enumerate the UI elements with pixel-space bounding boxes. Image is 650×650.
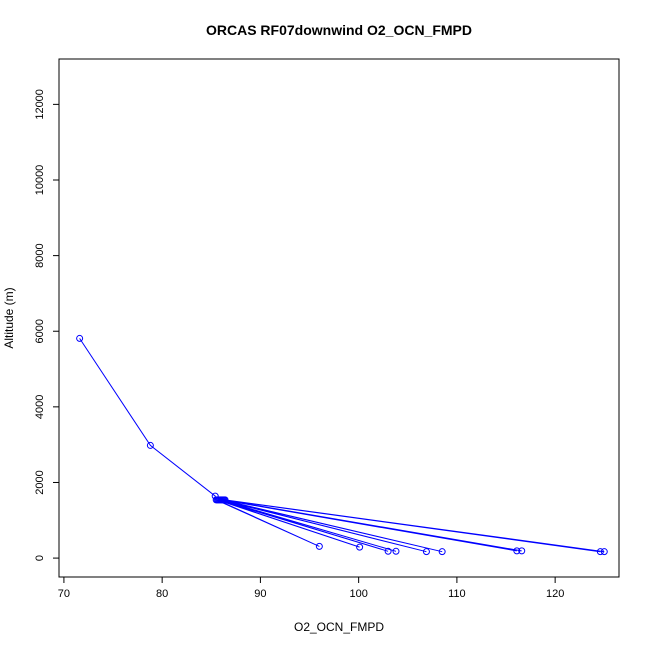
- chart-title: ORCAS RF07downwind O2_OCN_FMPD: [206, 22, 472, 38]
- y-axis-label: Altitude (m): [2, 287, 16, 348]
- y-tick-label-6: 12000: [34, 89, 46, 120]
- data-point-8: [384, 547, 392, 555]
- x-tick-label-2: 90: [254, 588, 266, 600]
- y-tick-label-0: 0: [34, 555, 46, 561]
- x-tick-label-3: 100: [349, 588, 367, 600]
- x-tick-label-0: 70: [58, 588, 70, 600]
- series-line-0: [79, 338, 605, 553]
- data-point-22: [600, 548, 608, 556]
- y-tick-label-5: 10000: [34, 165, 46, 196]
- x-tick-label-5: 120: [546, 588, 564, 600]
- series-layer: [76, 334, 608, 556]
- data-point-16: [513, 547, 521, 555]
- data-point-10: [392, 547, 400, 555]
- y-tick-label-4: 8000: [34, 243, 46, 267]
- y-axis: 0 2000 4000 6000 8000 10000 12000: [34, 89, 59, 561]
- data-point-1: [146, 441, 154, 449]
- y-tick-label-1: 2000: [34, 470, 46, 494]
- data-point-21: [221, 496, 229, 504]
- data-point-14: [438, 548, 446, 556]
- data-point-20: [596, 548, 604, 556]
- data-point-6: [356, 543, 364, 551]
- x-tick-label-4: 110: [448, 588, 466, 600]
- x-axis: 70 80 90 100 110 120: [58, 577, 564, 600]
- y-tick-label-3: 6000: [34, 319, 46, 343]
- y-tick-label-2: 4000: [34, 395, 46, 419]
- plot-frame: [58, 58, 620, 578]
- data-point-4: [315, 542, 323, 550]
- data-point-0: [76, 334, 84, 342]
- data-point-18: [518, 547, 526, 555]
- x-axis-label: O2_OCN_FMPD: [294, 620, 384, 634]
- x-tick-label-1: 80: [156, 588, 168, 600]
- data-point-12: [422, 548, 430, 556]
